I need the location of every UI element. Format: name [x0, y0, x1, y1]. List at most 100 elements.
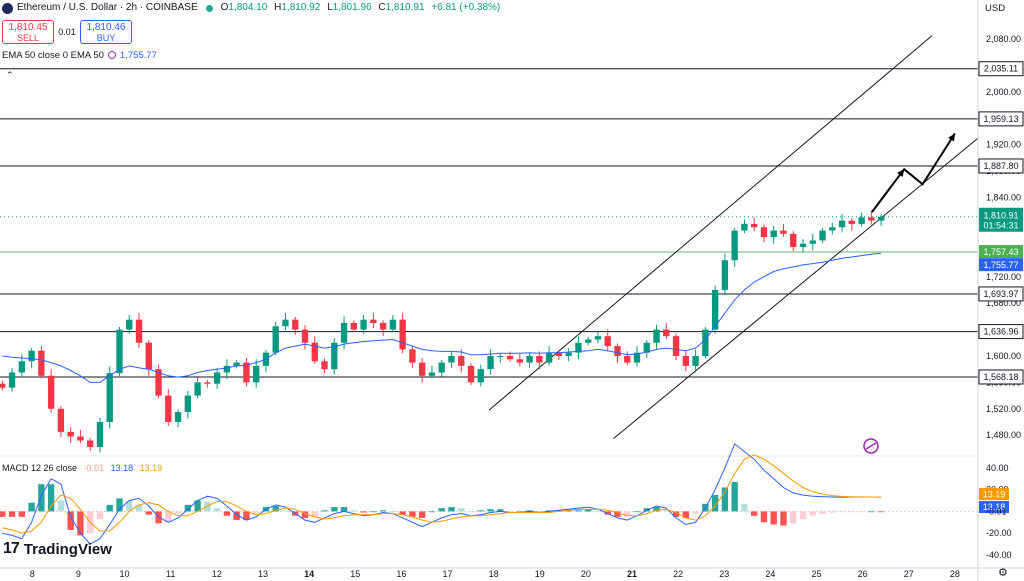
candle-body — [213, 372, 221, 384]
time-tick-label: 28 — [950, 569, 960, 579]
candle-body — [360, 319, 367, 330]
candle-body — [770, 230, 777, 238]
time-tick-label: 10 — [120, 569, 130, 579]
macd-hist-bar — [126, 500, 133, 512]
candle-body — [536, 355, 543, 363]
time-tick-label: 21 — [627, 569, 637, 579]
symbol-header: Ethereum / U.S. Dollar · 2h · COINBASE O… — [0, 0, 500, 16]
macd-hist-bar — [624, 511, 631, 516]
candle-body — [419, 362, 426, 376]
forecast-arrowhead — [948, 133, 955, 142]
candle-body — [57, 408, 65, 432]
candle-body — [458, 355, 465, 366]
macd-hist-bar — [760, 511, 768, 523]
time-tick-label: 23 — [719, 569, 729, 579]
candle-body — [829, 227, 836, 231]
high-value: 1,810.92 — [281, 2, 321, 13]
macd-legend[interactable]: MACD 12 26 close -0.01 13.18 13.19 — [2, 463, 162, 473]
macd-hist-bar — [721, 487, 729, 512]
swirl-icon[interactable] — [863, 438, 879, 454]
signal-badge-label: 13.19 — [983, 490, 1006, 500]
macd-hist-bar — [506, 511, 514, 513]
ema-polyline — [2, 252, 882, 383]
macd-hist-bar — [38, 484, 45, 512]
macd-hist-bar — [57, 500, 65, 512]
candle-body — [692, 355, 699, 366]
candle-body — [331, 342, 338, 370]
macd-hist-bar — [77, 511, 84, 536]
macd-hist-bar — [858, 511, 865, 513]
candle-body — [243, 362, 250, 383]
macd-badge — [979, 501, 1009, 514]
macd-hist-bar — [877, 511, 885, 513]
macd-hist-bar — [399, 511, 406, 515]
macd-hist-bar — [770, 511, 777, 525]
price-badges: 2,035.11 1,959.13 1,887.80 1,693.97 1,636.96… — [978, 61, 1024, 516]
candle-body — [301, 329, 309, 343]
last-price-label: 1,810.91 — [983, 211, 1018, 221]
level-badge — [978, 111, 1024, 127]
candle-body — [760, 227, 768, 238]
level-badge-label: 1,636.96 — [983, 327, 1018, 337]
macd-hist-bar — [614, 511, 621, 517]
macd-hist-bar — [301, 511, 309, 518]
tradingview-logo[interactable]: 17 TradingView — [3, 540, 112, 558]
time-tick-label: 9 — [76, 569, 81, 579]
signal-badge — [979, 488, 1009, 501]
candle-body — [702, 329, 709, 356]
macd-hist-bar — [0, 511, 6, 517]
buy-button[interactable]: 1,810.46 BUY — [80, 20, 132, 44]
symbol-title[interactable]: Ethereum / U.S. Dollar · 2h · COINBASE — [17, 2, 198, 13]
macd-hist-bar — [838, 511, 846, 513]
ema-badge-label: 1,755.77 — [983, 260, 1018, 270]
candle-body — [165, 395, 172, 422]
time-tick-label: 20 — [581, 569, 591, 579]
macd-hist-bar — [331, 507, 338, 512]
macd-hist-bar — [672, 511, 680, 517]
candle-body — [809, 240, 816, 244]
candle-body — [106, 373, 113, 422]
green-level-label: 1,757.43 — [983, 247, 1018, 257]
candle-body — [233, 362, 240, 366]
candle-body — [77, 436, 84, 441]
candle-body — [663, 329, 670, 337]
candle-body — [194, 382, 201, 396]
time-tick-label: 26 — [858, 569, 868, 579]
candle-body — [253, 365, 260, 383]
buy-label: BUY — [96, 33, 116, 43]
macd-hist-value: -0.01 — [83, 463, 105, 473]
ema-legend[interactable]: EMA 50 close 0 EMA 50 1,755.77 — [2, 50, 157, 61]
channel-lower-line — [613, 137, 979, 439]
currency-label[interactable]: USD — [985, 3, 1006, 14]
candle-body — [516, 359, 524, 363]
candle-body — [116, 329, 123, 374]
macd-hist-bar — [223, 511, 231, 516]
change-value: +6.81 (+0.38%) — [431, 2, 501, 13]
macd-hist-bar — [184, 504, 192, 512]
time-tick-label: 17 — [442, 569, 452, 579]
macd-hist-bar — [272, 505, 279, 512]
macd-hist-bar — [604, 511, 611, 515]
macd-hist-bar — [799, 511, 807, 520]
macd-hist-bar — [135, 504, 143, 512]
price-tick-label: 1,680.00 — [986, 298, 1021, 308]
sell-button[interactable]: 1,810.45 SELL — [2, 20, 54, 44]
candle-body — [858, 217, 865, 224]
settings-gear-icon[interactable]: ⚙ — [998, 567, 1008, 579]
indicator-icon — [107, 51, 116, 59]
ema-line — [2, 252, 882, 383]
macd-hist-bar — [467, 511, 475, 513]
collapse-chevron-icon[interactable]: ⌃ — [6, 70, 14, 80]
candle-body — [135, 319, 143, 343]
macd-hist-bar — [545, 510, 553, 512]
candle-body — [0, 383, 6, 388]
candle-body — [87, 440, 94, 448]
macd-hist-bar — [145, 511, 152, 515]
macd-hist-bar — [282, 510, 289, 512]
forecast-arrow — [871, 132, 956, 213]
macd-hist-bar — [28, 502, 35, 512]
level-badge — [978, 286, 1024, 302]
candle-body — [633, 352, 641, 363]
candle-body — [67, 431, 74, 437]
